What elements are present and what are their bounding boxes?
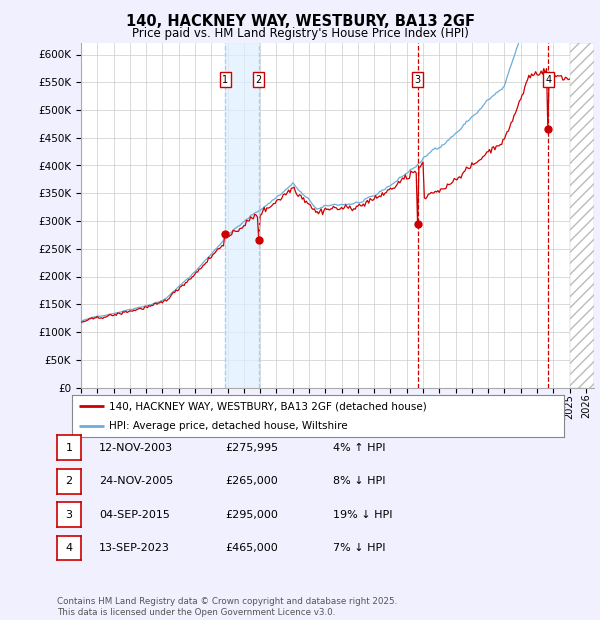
Text: 2: 2 (65, 476, 73, 486)
Text: £295,000: £295,000 (225, 510, 278, 520)
Text: Price paid vs. HM Land Registry's House Price Index (HPI): Price paid vs. HM Land Registry's House … (131, 27, 469, 40)
Text: 140, HACKNEY WAY, WESTBURY, BA13 2GF (detached house): 140, HACKNEY WAY, WESTBURY, BA13 2GF (de… (109, 401, 427, 411)
Text: 4: 4 (545, 74, 551, 84)
Text: 13-SEP-2023: 13-SEP-2023 (99, 543, 170, 553)
Text: £465,000: £465,000 (225, 543, 278, 553)
Text: £275,995: £275,995 (225, 443, 278, 453)
Text: 7% ↓ HPI: 7% ↓ HPI (333, 543, 386, 553)
Bar (226, 43, 259, 388)
Text: 4% ↑ HPI: 4% ↑ HPI (333, 443, 386, 453)
Text: 04-SEP-2015: 04-SEP-2015 (99, 510, 170, 520)
Text: HPI: Average price, detached house, Wiltshire: HPI: Average price, detached house, Wilt… (109, 421, 347, 431)
Text: 8% ↓ HPI: 8% ↓ HPI (333, 476, 386, 486)
Text: 19% ↓ HPI: 19% ↓ HPI (333, 510, 392, 520)
Text: 24-NOV-2005: 24-NOV-2005 (99, 476, 173, 486)
Text: 3: 3 (415, 74, 421, 84)
Text: 140, HACKNEY WAY, WESTBURY, BA13 2GF: 140, HACKNEY WAY, WESTBURY, BA13 2GF (125, 14, 475, 29)
Text: 4: 4 (65, 543, 73, 553)
Text: £265,000: £265,000 (225, 476, 278, 486)
Text: 2: 2 (256, 74, 262, 84)
Text: 12-NOV-2003: 12-NOV-2003 (99, 443, 173, 453)
Text: Contains HM Land Registry data © Crown copyright and database right 2025.
This d: Contains HM Land Registry data © Crown c… (57, 598, 397, 617)
Text: 3: 3 (65, 510, 73, 520)
Text: 1: 1 (65, 443, 73, 453)
Text: 1: 1 (223, 74, 229, 84)
